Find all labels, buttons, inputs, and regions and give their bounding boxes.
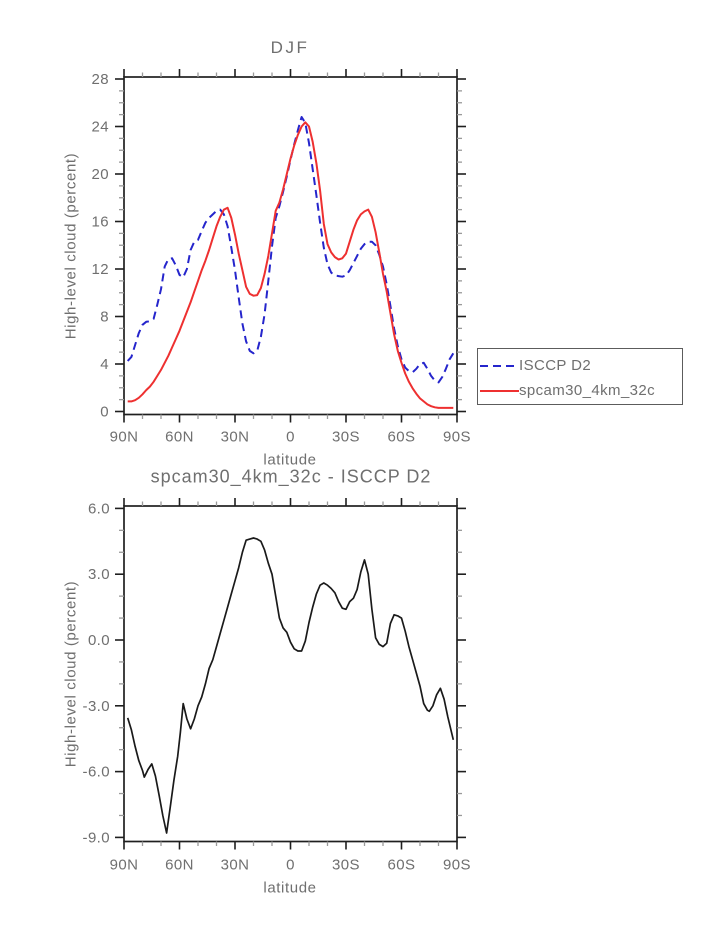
svg-text:20: 20 (92, 166, 110, 183)
bottom-chart-title: spcam30_4km_32c - ISCCP D2 (150, 466, 432, 487)
svg-text:24: 24 (92, 119, 110, 136)
svg-text:90S: 90S (443, 429, 471, 446)
svg-text:16: 16 (92, 214, 110, 231)
legend-label-spcam: spcam30_4km_32c (519, 382, 656, 399)
svg-text:-6.0: -6.0 (83, 764, 110, 781)
bottom-chart: 90N 60N 30N 0 30S 60S 90S 6.0 3.0 0.0 -3.0 -6.0 -9.0 (83, 498, 471, 874)
svg-text:90N: 90N (110, 429, 139, 446)
legend-label-isccp: ISCCP D2 (519, 357, 592, 374)
svg-text:4: 4 (100, 356, 109, 373)
svg-text:90N: 90N (110, 857, 139, 874)
svg-text:0: 0 (286, 857, 295, 874)
legend-line-spcam-icon (480, 390, 519, 392)
top-chart-title: DJF (270, 38, 310, 57)
svg-text:0.0: 0.0 (88, 632, 110, 649)
svg-text:0: 0 (286, 429, 295, 446)
svg-text:60S: 60S (388, 429, 416, 446)
svg-text:-9.0: -9.0 (83, 829, 110, 846)
svg-text:30S: 30S (332, 857, 360, 874)
top-chart: 90N 60N 30N 0 30S 60S 90S 0 4 8 12 16 20 24 28 (92, 69, 471, 446)
svg-text:3.0: 3.0 (88, 566, 110, 583)
svg-text:28: 28 (92, 71, 110, 88)
svg-text:90S: 90S (443, 857, 471, 874)
svg-text:12: 12 (92, 261, 110, 278)
svg-text:8: 8 (100, 309, 109, 326)
legend-entry-spcam: spcam30_4km_32c (480, 382, 656, 399)
legend-line-isccp-icon (480, 365, 519, 367)
svg-text:60N: 60N (165, 857, 194, 874)
top-x-axis-title: latitude (263, 451, 317, 469)
svg-text:6.0: 6.0 (88, 500, 110, 517)
svg-text:60S: 60S (388, 857, 416, 874)
bottom-y-axis-title: High-level cloud (percent) (62, 580, 80, 768)
svg-text:60N: 60N (165, 429, 194, 446)
svg-text:-3.0: -3.0 (83, 698, 110, 715)
svg-text:30S: 30S (332, 429, 360, 446)
svg-text:30N: 30N (221, 857, 250, 874)
svg-text:0: 0 (100, 404, 109, 421)
legend: ISCCP D2 spcam30_4km_32c (477, 348, 683, 405)
legend-entry-isccp: ISCCP D2 (480, 357, 592, 374)
top-y-axis-title: High-level cloud (percent) (62, 152, 80, 340)
bottom-x-axis-title: latitude (263, 879, 317, 897)
svg-text:30N: 30N (221, 429, 250, 446)
